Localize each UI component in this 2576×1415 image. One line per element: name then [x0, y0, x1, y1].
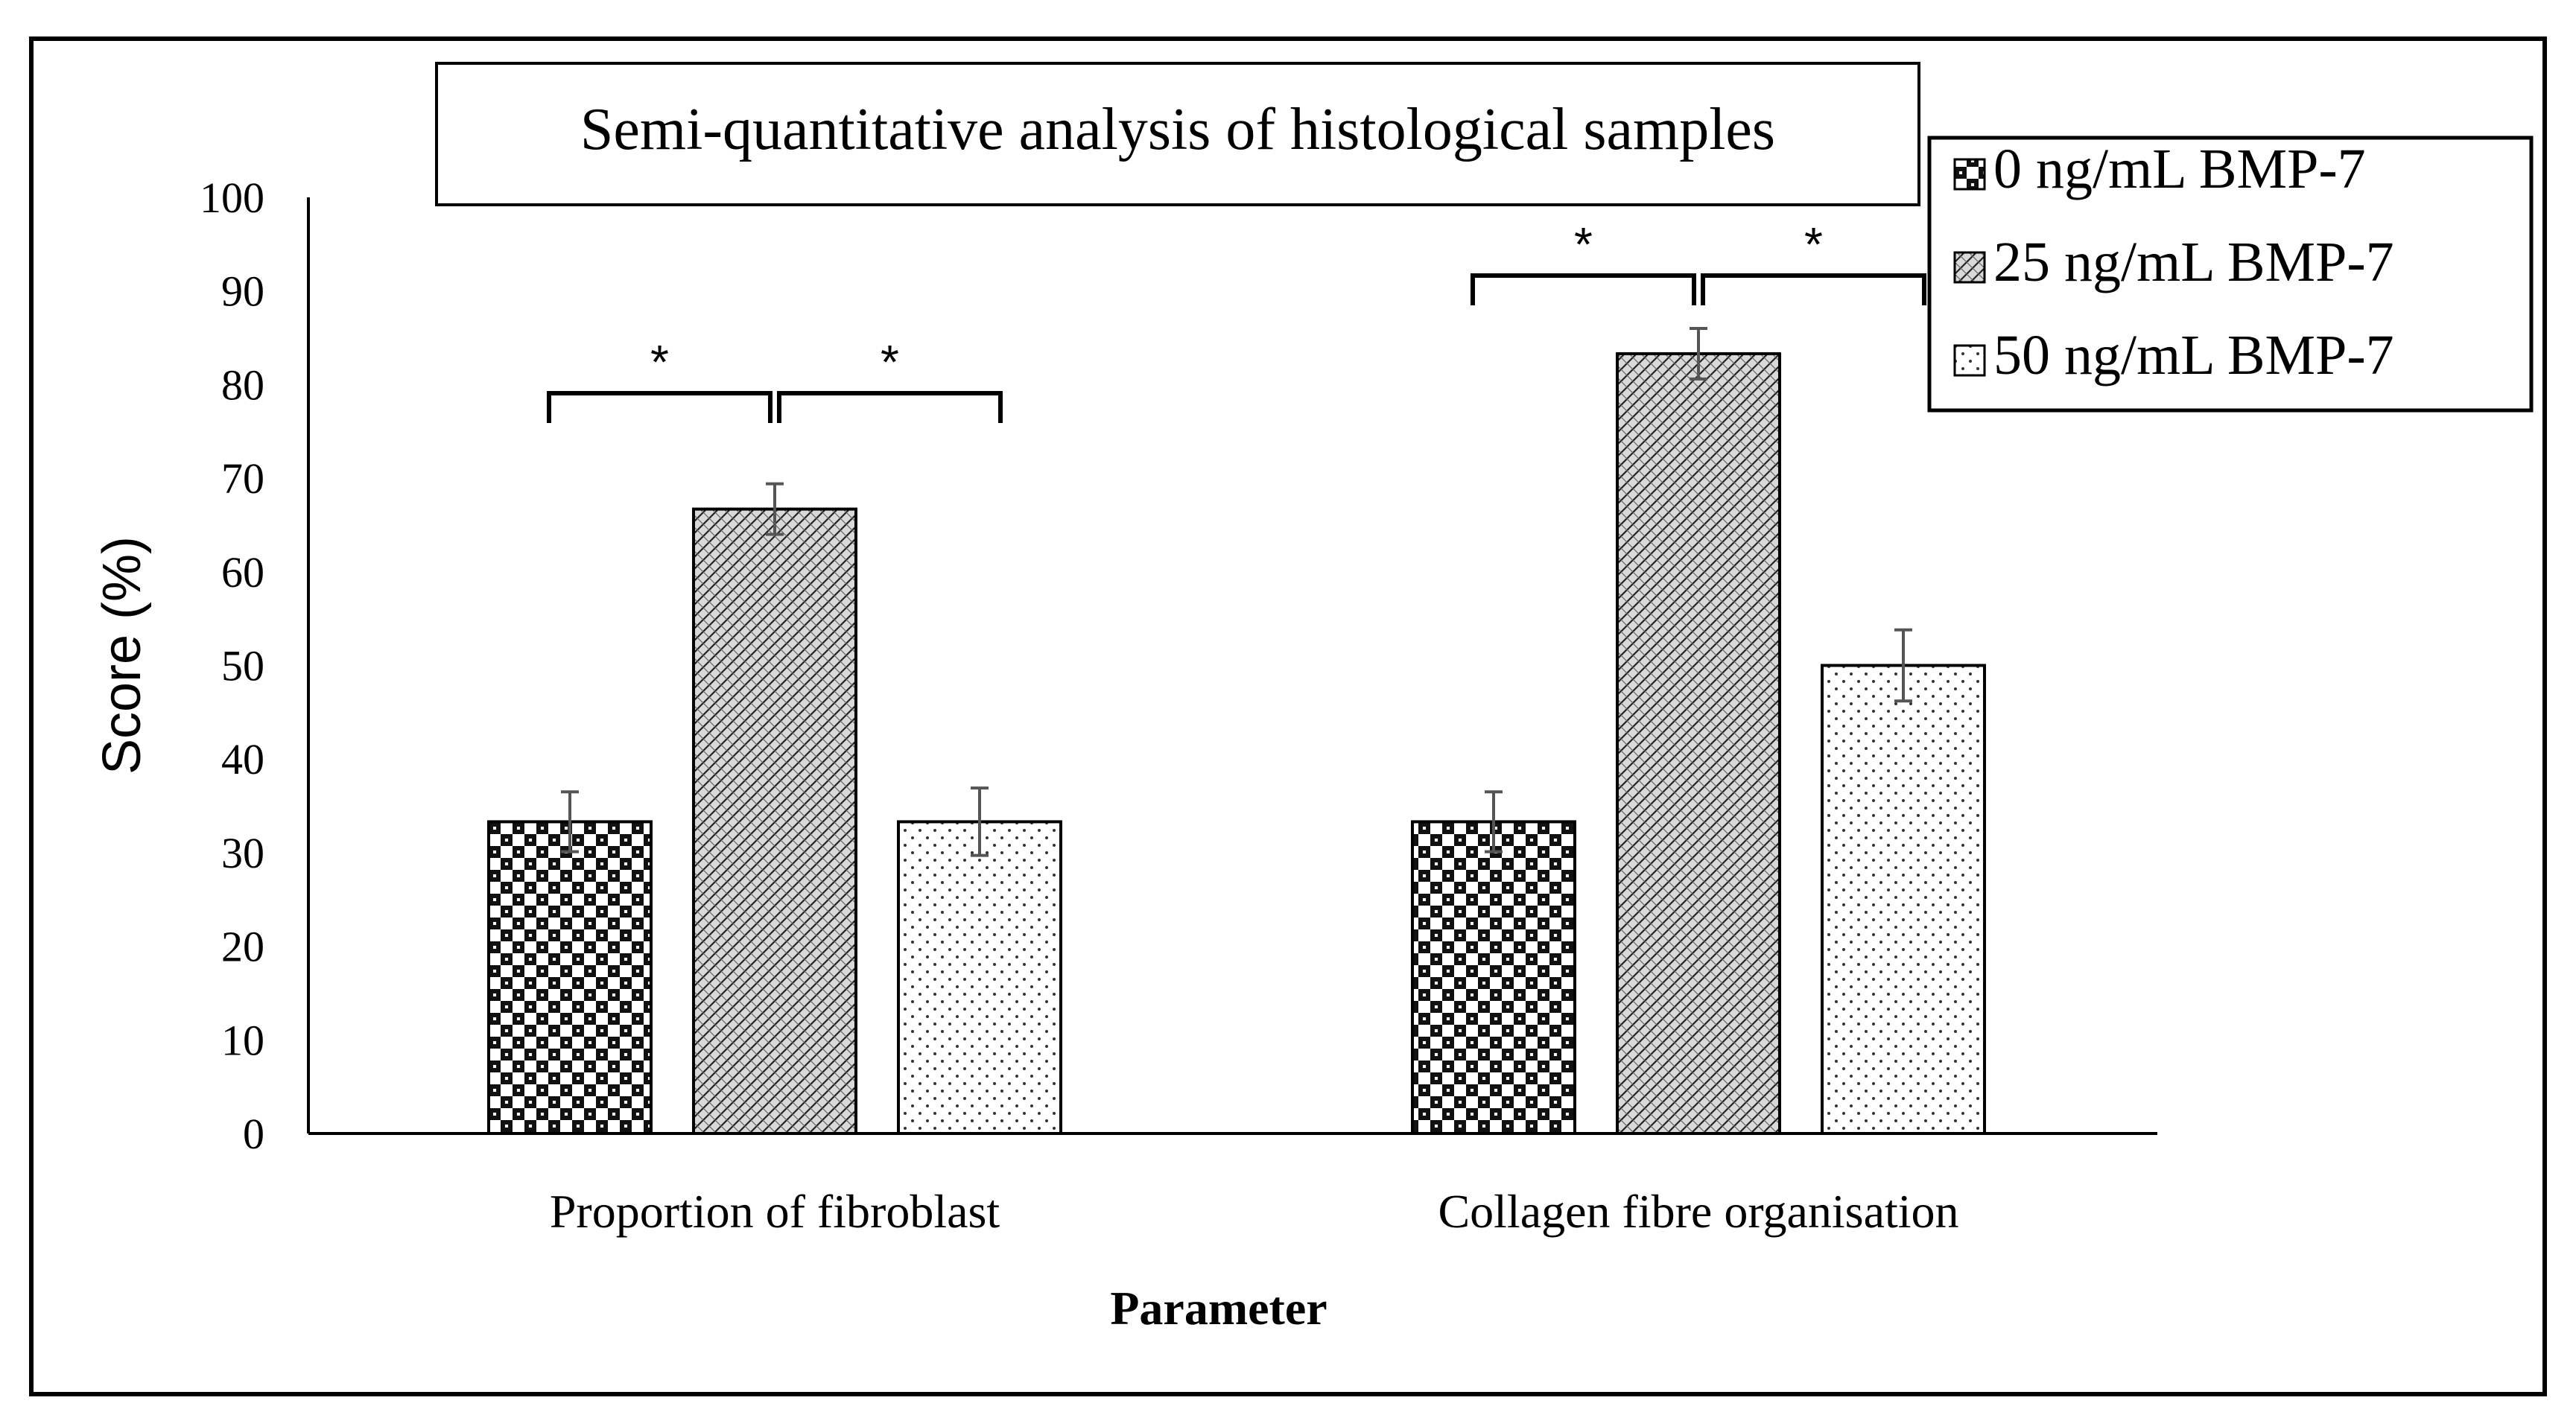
error-bar	[766, 482, 784, 536]
y-tick-label: 90	[221, 267, 264, 316]
significance-label: *	[1804, 217, 1823, 271]
significance-label: *	[881, 335, 899, 389]
legend-swatch	[1953, 158, 1986, 191]
y-tick-label: 60	[221, 548, 264, 597]
bar	[692, 507, 857, 1135]
x-tick-label: Collagen fibre organisation	[1438, 1185, 1958, 1238]
legend-item: 0 ng/mL BMP-7	[1953, 138, 2366, 200]
error-bar	[1894, 628, 1912, 703]
error-bar	[1485, 790, 1503, 853]
bar	[1821, 664, 1986, 1135]
significance-bracket: *	[547, 335, 773, 423]
error-bar	[971, 786, 989, 857]
y-tick-label: 30	[221, 829, 264, 877]
title-box: Semi-quantitative analysis of histologic…	[435, 62, 1920, 206]
legend-swatch	[1953, 251, 1986, 284]
bars	[487, 352, 1986, 1136]
x-tick-label: Proportion of fibroblast	[550, 1185, 1000, 1238]
bar	[897, 820, 1062, 1135]
error-bars	[561, 326, 1912, 857]
y-tick-label: 100	[200, 174, 264, 222]
significance-bracket: *	[1701, 217, 1926, 305]
y-tick-label: 10	[221, 1016, 264, 1064]
bar	[487, 820, 653, 1135]
significance-bracket: *	[777, 335, 1003, 423]
error-bar	[1690, 326, 1707, 381]
y-tick-label: 80	[221, 360, 264, 409]
legend-box	[1927, 136, 2534, 413]
chart-title: Semi-quantitative analysis of histologic…	[580, 97, 1775, 162]
figure-frame	[29, 36, 2547, 1396]
significance-bracket: *	[1471, 217, 1696, 305]
bar	[1411, 820, 1576, 1135]
y-tick-label: 70	[221, 454, 264, 503]
y-tick-label: 50	[221, 642, 264, 690]
legend-label: 50 ng/mL BMP-7	[1993, 324, 2394, 387]
legend-swatch	[1953, 344, 1986, 377]
bar	[1616, 352, 1781, 1136]
error-bar	[561, 790, 579, 853]
y-tick-label: 0	[243, 1110, 264, 1158]
y-tick-label: 40	[221, 735, 264, 783]
x-axis-label: Parameter	[1110, 1282, 1327, 1335]
legend: 0 ng/mL BMP-7 25 ng/mL BMP-7 50 ng/mL BMP-…	[1927, 136, 2534, 413]
legend-item: 25 ng/mL BMP-7	[1953, 231, 2394, 293]
y-tick-labels: 0 10 20 30 40 50 60 70 80 90 100	[200, 174, 264, 1158]
x-tick-labels: Proportion of fibroblast Collagen fibre o…	[550, 1185, 1959, 1238]
legend-label: 25 ng/mL BMP-7	[1993, 231, 2394, 293]
significance-label: *	[650, 335, 669, 389]
y-tick-label: 20	[221, 923, 264, 971]
significance-label: *	[1574, 217, 1593, 271]
legend-label: 0 ng/mL BMP-7	[1993, 138, 2366, 200]
y-axis-label: Score (%)	[92, 536, 152, 775]
significance-brackets: * * * *	[547, 217, 1926, 423]
legend-item: 50 ng/mL BMP-7	[1953, 324, 2394, 387]
